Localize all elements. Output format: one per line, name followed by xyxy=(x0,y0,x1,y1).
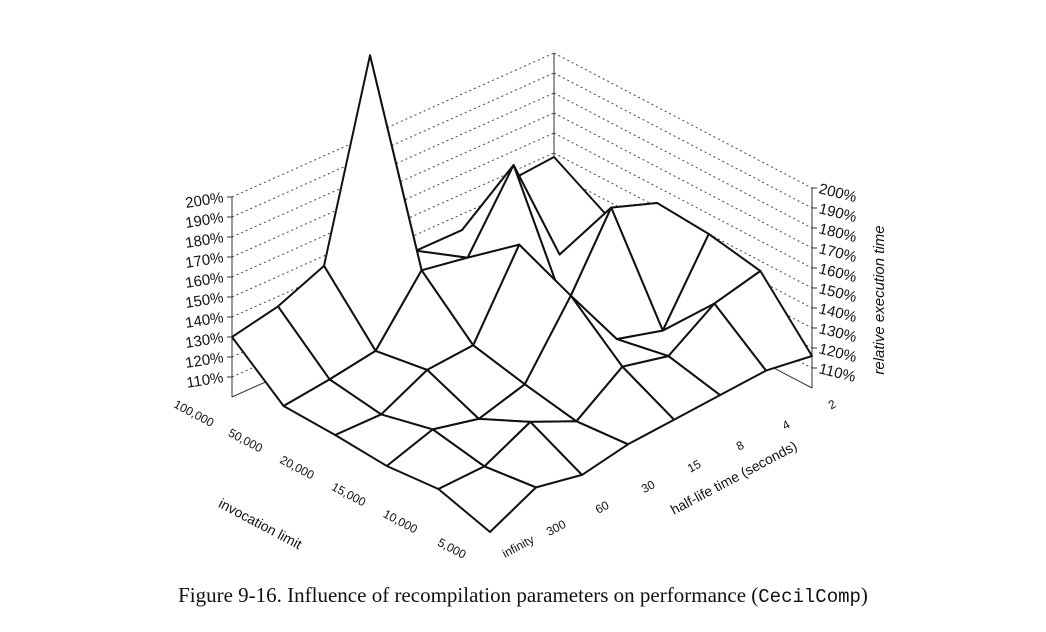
left-wall-gridline xyxy=(231,72,555,218)
z-tick-label-left: 150% xyxy=(184,289,225,312)
z-tick-label-left: 130% xyxy=(184,329,225,352)
x-tick-label: 100,000 xyxy=(171,397,216,430)
surface-cell xyxy=(437,465,537,533)
z-tick-label-left: 180% xyxy=(184,229,225,252)
caption-code: CecilComp xyxy=(758,586,861,608)
caption-text: Figure 9-16. Influence of recompilation … xyxy=(178,583,759,607)
z-axis-title: relative execution time xyxy=(871,225,888,374)
figure-caption: Figure 9-16. Influence of recompilation … xyxy=(0,583,1046,608)
right-wall-gridline xyxy=(553,92,813,229)
y-tick-label: 30 xyxy=(639,477,658,496)
z-tick-label-left: 190% xyxy=(184,209,225,232)
x-tick-label: 10,000 xyxy=(381,507,420,537)
z-tick-label-left: 200% xyxy=(184,189,225,212)
y-tick-label: 300 xyxy=(544,517,569,539)
y-tick-label: 2 xyxy=(826,397,839,413)
y-tick-label: 60 xyxy=(593,498,612,517)
x-tick-label: 15,000 xyxy=(329,480,368,510)
surface-mesh xyxy=(231,54,813,533)
right-wall-gridline xyxy=(553,72,813,209)
caption-close: ) xyxy=(860,583,868,607)
y-tick-label: 4 xyxy=(780,417,793,433)
axis-labels: 110%120%130%140%150%160%170%180%190%200%… xyxy=(171,180,888,561)
right-wall-gridline xyxy=(553,132,813,269)
y-tick-label: 8 xyxy=(734,438,747,454)
y-tick-label: infinity xyxy=(500,532,537,560)
y-axis-title: half-life time (seconds) xyxy=(668,437,800,517)
x-tick-label: 50,000 xyxy=(226,426,265,456)
z-tick-label-left: 140% xyxy=(184,309,225,332)
z-tick-label-left: 120% xyxy=(184,349,225,372)
z-tick-label-left: 110% xyxy=(185,369,224,392)
left-wall-gridline xyxy=(231,52,555,198)
x-axis-title: invocation limit xyxy=(216,495,305,552)
x-tick-label: 20,000 xyxy=(278,453,317,483)
right-wall-gridline xyxy=(553,112,813,249)
x-tick-label: 5,000 xyxy=(435,535,468,562)
y-tick-label: 15 xyxy=(685,457,704,476)
z-tick-label-left: 170% xyxy=(184,249,225,272)
surface-chart: 110%120%130%140%150%160%170%180%190%200%… xyxy=(171,52,888,562)
right-wall-gridline xyxy=(553,52,813,189)
z-tick-label-left: 160% xyxy=(184,269,225,292)
